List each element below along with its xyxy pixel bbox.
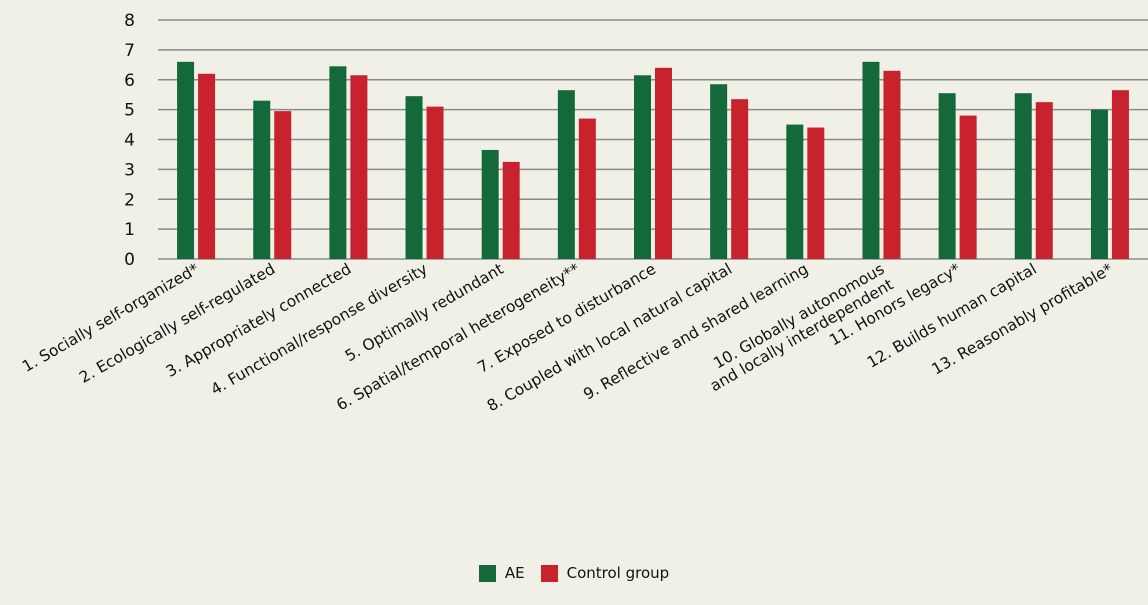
bar-ae	[1014, 93, 1032, 259]
y-tick-label: 7	[124, 41, 135, 61]
bar-control	[1111, 90, 1129, 259]
legend-label-ae: AE	[504, 564, 525, 582]
y-tick-label: 5	[124, 101, 135, 121]
y-tick-label: 3	[124, 160, 135, 180]
bar-control	[578, 118, 596, 260]
bar-control	[959, 115, 977, 259]
legend-label-control: Control group	[566, 564, 670, 582]
bar-ae	[862, 61, 880, 260]
bar-ae	[177, 61, 195, 260]
y-tick-label: 4	[124, 131, 135, 151]
bar-control	[655, 67, 672, 259]
y-tick-label: 1	[124, 220, 135, 240]
y-tick-label: 8	[124, 11, 135, 31]
x-tick-label-line: and locally interdependent	[707, 275, 896, 395]
y-tick-label: 6	[124, 71, 135, 91]
bar-ae	[710, 84, 728, 259]
bar-control	[350, 75, 368, 259]
bar-ae	[938, 93, 956, 259]
legend: AE Control group	[0, 564, 1148, 582]
bar-control	[883, 70, 901, 259]
legend-swatch-control	[540, 564, 558, 582]
bar-control	[426, 106, 444, 259]
bar-ae	[329, 66, 347, 260]
legend-item-control: Control group	[540, 564, 670, 582]
bar-control	[731, 99, 749, 259]
bar-control	[1035, 102, 1053, 259]
y-tick-label: 0	[124, 250, 135, 270]
y-tick-label: 2	[124, 190, 135, 210]
legend-swatch-ae	[478, 564, 496, 582]
bar-ae	[405, 96, 423, 260]
bar-ae	[634, 75, 651, 259]
bar-control	[274, 111, 292, 260]
bar-ae	[253, 100, 271, 259]
bar-control	[198, 73, 216, 260]
legend-item-ae: AE	[478, 564, 525, 582]
bar-ae	[1090, 109, 1108, 259]
bar-ae	[786, 124, 804, 259]
bar-ae	[481, 149, 499, 259]
bar-control	[807, 127, 825, 259]
bar-control	[502, 161, 520, 259]
bar-ae	[557, 90, 575, 259]
